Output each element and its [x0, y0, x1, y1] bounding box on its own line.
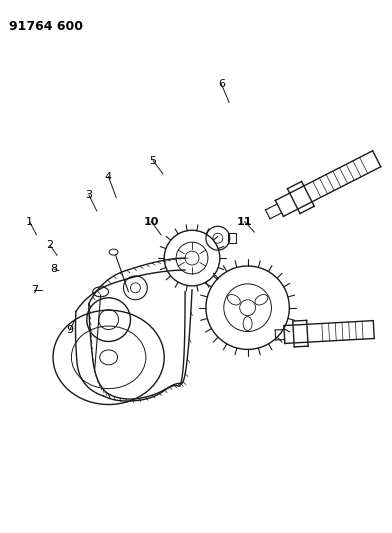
Text: 2: 2	[47, 240, 54, 251]
Text: 5: 5	[150, 156, 157, 166]
Text: 11: 11	[237, 216, 252, 227]
Text: 1: 1	[26, 216, 33, 227]
Text: 6: 6	[218, 79, 225, 89]
Text: 8: 8	[50, 264, 58, 274]
Text: 10: 10	[143, 216, 159, 227]
Text: 4: 4	[105, 172, 112, 182]
Text: 7: 7	[31, 285, 38, 295]
Text: 3: 3	[85, 190, 93, 200]
Text: 9: 9	[66, 325, 73, 335]
Bar	[228, 233, 236, 243]
Text: 91764 600: 91764 600	[9, 20, 83, 33]
